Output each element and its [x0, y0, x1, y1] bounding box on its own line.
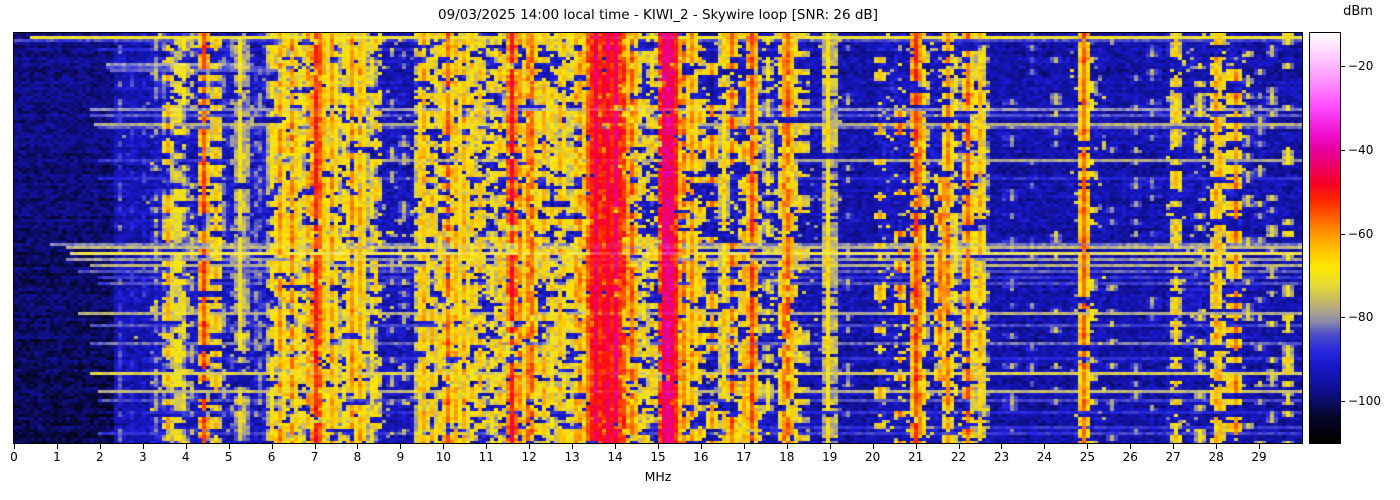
- x-tick-label: 15: [650, 450, 666, 464]
- x-tick-label: 27: [1165, 450, 1181, 464]
- x-tick: [271, 444, 273, 449]
- x-tick-label: 22: [950, 450, 967, 464]
- colorbar-tick-label: −20: [1348, 59, 1374, 74]
- x-tick-label: 13: [564, 450, 580, 464]
- x-tick-label: 24: [1036, 450, 1053, 464]
- x-tick: [872, 444, 874, 449]
- colorbar-tick: [1341, 233, 1345, 235]
- x-tick: [1044, 444, 1046, 449]
- colorbar-canvas: [1310, 33, 1340, 443]
- x-tick-label: 29: [1251, 450, 1267, 464]
- x-tick: [14, 444, 15, 449]
- x-tick: [1001, 444, 1003, 449]
- x-tick: [658, 444, 659, 449]
- x-tick-label: 14: [607, 450, 623, 464]
- x-tick-label: 10: [435, 450, 451, 464]
- x-tick-label: 11: [478, 450, 494, 464]
- x-axis-label: MHz: [644, 469, 672, 484]
- colorbar-tick-label: −100: [1348, 394, 1381, 409]
- x-tick: [314, 444, 316, 449]
- x-tick-label: 17: [736, 450, 752, 464]
- x-tick-label: 28: [1208, 450, 1224, 464]
- x-tick-label: 20: [865, 450, 881, 464]
- colorbar-tick: [1341, 317, 1345, 319]
- x-tick-label: 21: [907, 450, 924, 464]
- x-tick: [1259, 444, 1261, 449]
- x-tick: [142, 444, 144, 449]
- x-tick-label: 25: [1079, 450, 1095, 464]
- x-tick: [486, 444, 488, 449]
- colorbar-tick: [1341, 401, 1345, 403]
- x-tick-label: 0: [10, 450, 18, 464]
- x-tick-label: 1: [53, 450, 61, 464]
- x-tick: [615, 444, 617, 449]
- x-tick: [529, 444, 531, 449]
- x-tick: [185, 444, 187, 449]
- x-tick: [56, 444, 58, 449]
- x-tick: [743, 444, 745, 449]
- colorbar-tick-label: −40: [1348, 143, 1374, 158]
- x-tick: [786, 444, 788, 449]
- colorbar-label: dBm: [1343, 4, 1373, 19]
- x-tick-label: 26: [1122, 450, 1138, 464]
- x-tick-label: 4: [181, 450, 190, 464]
- x-tick: [700, 444, 702, 449]
- colorbar: [1309, 32, 1341, 444]
- x-tick-label: 3: [138, 450, 147, 464]
- x-tick-label: 8: [353, 450, 362, 464]
- x-tick: [1130, 444, 1132, 449]
- x-tick-label: 16: [693, 450, 709, 464]
- colorbar-tick: [1341, 66, 1345, 68]
- x-tick-label: 7: [310, 450, 319, 464]
- x-tick: [443, 444, 445, 449]
- x-tick: [572, 444, 574, 449]
- chart-title: 09/03/2025 14:00 local time - KIWI_2 - S…: [438, 7, 878, 23]
- x-tick-label: 19: [822, 450, 838, 464]
- x-tick-label: 6: [267, 450, 276, 464]
- x-tick: [1173, 444, 1175, 449]
- colorbar-tick-label: −80: [1348, 310, 1374, 325]
- x-tick-label: 9: [396, 450, 405, 464]
- x-tick-label: 23: [993, 450, 1010, 464]
- spectrogram-canvas: [14, 33, 1302, 443]
- x-tick: [1216, 444, 1218, 449]
- x-tick: [357, 444, 359, 449]
- x-tick: [228, 444, 230, 449]
- x-tick-label: 18: [779, 450, 795, 464]
- colorbar-tick-label: −60: [1348, 226, 1374, 241]
- x-tick-label: 5: [224, 450, 233, 464]
- x-tick: [829, 444, 831, 449]
- x-tick: [400, 444, 402, 449]
- x-tick: [99, 444, 101, 449]
- x-tick: [915, 444, 917, 449]
- x-tick-label: 2: [96, 450, 104, 464]
- x-tick-label: 12: [521, 450, 537, 464]
- x-tick: [1087, 444, 1089, 449]
- colorbar-tick: [1341, 150, 1345, 152]
- x-tick: [958, 444, 960, 449]
- plot-area: [13, 32, 1303, 444]
